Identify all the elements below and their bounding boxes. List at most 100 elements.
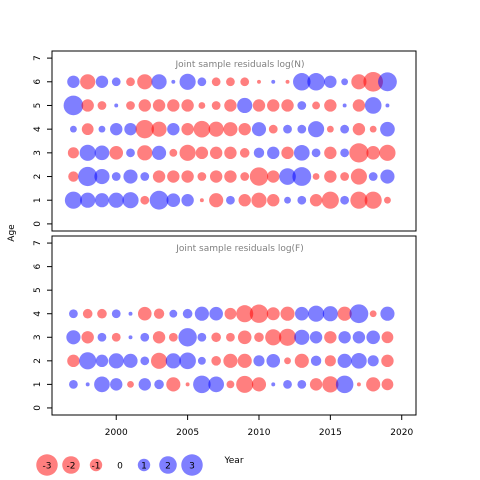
bubble-top-age1-2002: 2002, age 1: -0.5: [140, 195, 150, 205]
bubble-top-age6-1997: 1997, age 6: 1: [67, 75, 80, 88]
bubble-top-age6-2014: 2014, age 6: 2: [307, 73, 325, 91]
bubble-top-age4-2008: 2008, age 4: -1.3: [223, 122, 238, 137]
bubble-top-age2-2008: 2008, age 2: -1: [224, 170, 237, 183]
bubble-top-age4-2001: 2001, age 4: 1: [124, 122, 137, 136]
bubble-top-age3-2001: 2001, age 3: 0.5: [126, 148, 135, 158]
bubble-top-age1-2003: 2003, age 1: 2.3: [149, 190, 169, 210]
bubble-top-age6-1999: 1999, age 6: 1: [95, 75, 109, 88]
bubble-bottom-age3-2001: 2001, age 3: 0.1: [128, 335, 133, 340]
bubble-top-age3-2009: 2009, age 3: -0.6: [239, 148, 250, 158]
x-axis: 2000 2005 2010 2015 2020: [105, 414, 413, 438]
bubble-top-age3-2000: 2000, age 3: -1.2: [109, 146, 124, 160]
bubble-top-age4-2014: 2014, age 4: 1.7: [308, 121, 325, 138]
bubble-top-age3-2010: 2010, age 3: 0.7: [253, 147, 265, 159]
bubble-top-age4-2013: 2013, age 4: 0.5: [297, 124, 307, 134]
y-tick-label: 5: [33, 287, 43, 293]
bubble-bottom-age2-1997: 1997, age 2: -1: [67, 354, 80, 368]
bubble-bottom-age2-2011: 2011, age 2: 1.2: [266, 354, 281, 368]
bubble-bottom-age4-2007: 2007, age 4: 1.2: [209, 306, 223, 321]
bubble-top-age4-2018: 2018, age 4: -0.3: [369, 125, 377, 133]
bubble-bottom-age3-2009: 2009, age 3: -1.2: [237, 330, 252, 345]
y-tick-label: 1: [33, 197, 43, 203]
bubble-top-age1-2011: 2011, age 1: -1: [267, 194, 280, 207]
bubble-bottom-age3-2002: 2002, age 3: 0.5: [140, 332, 150, 342]
bubble-top-age2-2006: 2006, age 2: -0.5: [197, 172, 207, 181]
bubble-top-age2-1998: 1998, age 2: 2.4: [78, 166, 98, 187]
bubble-top-age3-2007: 2007, age 3: -1: [209, 146, 223, 160]
bubble-bottom-age4-2015: 2015, age 4: 1.5: [322, 306, 338, 322]
panel-top: Joint sample residuals log(N) 0 1 2 3 4 5 6 7 1…: [33, 50, 417, 232]
bubble-top-age3-1997: 1997, age 3: -0.8: [67, 147, 79, 159]
bubble-top-age6-2017: 2017, age 6: -1.5: [351, 74, 367, 90]
bubble-top-age1-2000: 2000, age 1: 1.5: [108, 192, 124, 208]
legend-label: -2: [67, 462, 76, 472]
bubble-top-age4-2000: 2000, age 4: 1: [110, 122, 123, 136]
bubble-bottom-age2-2005: 2005, age 2: 1.8: [179, 352, 196, 370]
panel-top-y-axis: 0 1 2 3 4 5 6 7: [33, 55, 53, 227]
bubble-top-age5-2007: 2007, age 5: -0.5: [211, 101, 221, 110]
bubble-top-age6-2015: 2015, age 6: 1: [324, 75, 337, 88]
bubble-top-age4-2004: 2004, age 4: 1: [167, 122, 180, 136]
bubble-bottom-age3-1999: 1999, age 3: 0.5: [97, 332, 107, 342]
bubble-top-age4-2011: 2011, age 4: -0.5: [268, 124, 278, 134]
bubble-top-age5-1998: 1998, age 5: -1: [81, 99, 94, 112]
bubble-top-age1-2015: 2015, age 1: -1.9: [321, 191, 339, 209]
legend-label: 3: [189, 462, 195, 472]
bubble-top-age4-2015: 2015, age 4: -0.3: [326, 125, 334, 133]
bubble-bottom-age2-2009: 2009, age 2: -1.3: [237, 353, 252, 368]
bubble-top-age6-2007: 2007, age 6: -0.5: [211, 77, 221, 87]
bubble-top-age6-2016: 2016, age 6: 0.3: [341, 78, 349, 86]
bubble-bottom-age3-2007: 2007, age 3: -0.6: [211, 332, 221, 343]
bubble-bottom-age2-2010: 2010, age 2: 0.8: [253, 355, 265, 367]
bubble-top-age5-2000: 2000, age 5: 0.1: [114, 103, 119, 108]
y-tick-label: 4: [33, 126, 43, 132]
bubble-bottom-age4-2003: 2003, age 4: -0.7: [153, 308, 165, 319]
bubble-top-age3-2019: 2019, age 3: -1.7: [379, 144, 396, 161]
bubble-bottom-age3-2018: 2018, age 3: 1.2: [366, 330, 380, 345]
bubble-top-age3-1998: 1998, age 3: 1.7: [79, 144, 96, 161]
bubble-bottom-age2-1998: 1998, age 2: 1.9: [79, 352, 97, 370]
bubble-top-age1-1999: 1999, age 1: 1.3: [94, 193, 110, 208]
bubble-bottom-age3-2000: 2000, age 3: -0.5: [111, 332, 121, 342]
bubble-top-age5-2009: 2009, age 5: 1.5: [237, 97, 253, 114]
bubble-top-age2-2017: 2017, age 2: -1.7: [350, 168, 367, 185]
bubble-bottom-age2-2016: 2016, age 2: 1.3: [337, 353, 352, 368]
bubble-bottom-age4-2012: 2012, age 4: -1.3: [280, 306, 295, 321]
bubble-bottom-age4-2002: 2002, age 4: -1.2: [137, 306, 152, 321]
bubble-top-age2-2011: 2011, age 2: -1: [267, 170, 280, 183]
bubble-top-age3-2014: 2014, age 3: 0.5: [311, 148, 321, 158]
bubble-top-age1-2010: 2010, age 1: -1.5: [251, 192, 267, 208]
bubble-bottom-age3-1997: 1997, age 3: 1.3: [66, 330, 81, 345]
bubble-bottom-age2-2002: 2002, age 2: 0.5: [140, 356, 150, 366]
bubble-bottom-age4-2010: 2010, age 4: -2.2: [249, 304, 269, 323]
bubble-top-age2-2009: 2009, age 2: -0.5: [240, 172, 250, 181]
legend-bubble-1: [137, 458, 151, 472]
bubble-top-age3-2013: 2013, age 3: 1.6: [293, 145, 310, 161]
bubble-bottom-age1-2009: 2009, age 1: -1.9: [236, 375, 254, 393]
panel-top-bubbles: 1997, age 1: 1.91998, age 1: 1.51999, ag…: [63, 71, 397, 210]
y-tick-label: 7: [33, 55, 43, 61]
bubble-top-age1-2009: 2009, age 1: -1: [238, 194, 251, 207]
bubble-top-age1-2018: 2018, age 1: -1.9: [364, 191, 382, 209]
legend-label: 0: [117, 462, 123, 472]
bubble-top-age6-1998: 1998, age 6: -1.5: [80, 74, 96, 90]
bubble-top-age3-2002: 2002, age 3: -1.5: [137, 145, 153, 161]
bubble-top-age3-2004: 2004, age 3: -0.4: [169, 148, 178, 157]
bubble-bottom-age3-2014: 2014, age 3: 1: [309, 331, 323, 344]
bubble-top-age4-2012: 2012, age 4: 0.5: [283, 124, 292, 134]
bubble-top-age2-2000: 2000, age 2: 0.5: [111, 172, 121, 181]
bubble-bottom-age2-2006: 2006, age 2: 0.4: [197, 356, 206, 365]
bubble-top-age5-2016: 2016, age 5: 0.1: [342, 103, 347, 108]
bubble-top-age1-2017: 2017, age 1: -1.9: [350, 191, 368, 209]
y-tick-label: 0: [33, 221, 43, 227]
bubble-bottom-age2-1999: 1999, age 2: 1: [95, 354, 109, 368]
bubble-top-age6-2011: 2011, age 6: 0.1: [271, 79, 276, 84]
bubble-top-age2-1997: 1997, age 2: -0.7: [68, 171, 79, 182]
bubble-top-age5-2017: 2017, age 5: -1: [352, 99, 366, 112]
bubble-bottom-age2-2012: 2012, age 2: -0.3: [284, 357, 291, 365]
bubble-top-age1-2001: 2001, age 1: 1.7: [122, 192, 139, 209]
bubble-bottom-age1-1999: 1999, age 1: 1.6: [94, 376, 110, 393]
bubble-bottom-age4-2013: 2013, age 4: 1.2: [295, 306, 309, 321]
bubble-bottom-age4-2019: 2019, age 4: 1.3: [380, 306, 395, 321]
bubble-top-age2-1999: 1999, age 2: 1.5: [94, 168, 110, 185]
